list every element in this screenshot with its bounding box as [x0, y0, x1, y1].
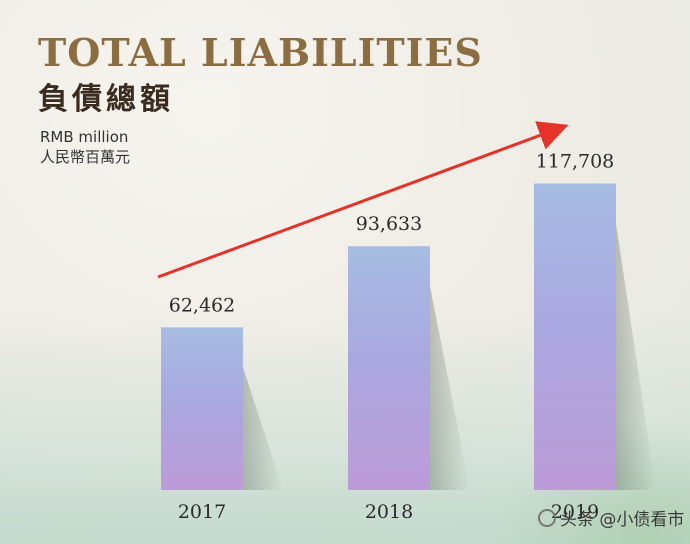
bar-shadow — [430, 286, 470, 490]
value-label-2017: 62,462 — [169, 294, 235, 316]
watermark-text: 头条 @小债看市 — [560, 510, 685, 530]
bar-shadow — [616, 223, 656, 490]
category-label-2017: 2017 — [178, 501, 226, 523]
unit-label-en: RMB million — [40, 128, 129, 146]
chart-title: TOTAL LIABILITIES — [38, 30, 483, 75]
value-label-2019: 117,708 — [536, 150, 615, 172]
watermark: 头条 @小债看市 — [538, 505, 684, 530]
chart-title-cn: 負債總額 — [38, 82, 174, 117]
trend-arrow — [157, 121, 569, 279]
watermark-icon — [538, 508, 556, 527]
bar-2018 — [348, 246, 430, 490]
unit-label-cn: 人民幣百萬元 — [40, 148, 131, 166]
bar-2017 — [161, 327, 243, 490]
bar-2019 — [534, 183, 616, 490]
category-label-2019: 2019 — [551, 501, 599, 523]
bar-shadow — [243, 367, 283, 490]
value-label-2018: 93,633 — [356, 213, 422, 235]
category-label-2018: 2018 — [365, 501, 413, 523]
